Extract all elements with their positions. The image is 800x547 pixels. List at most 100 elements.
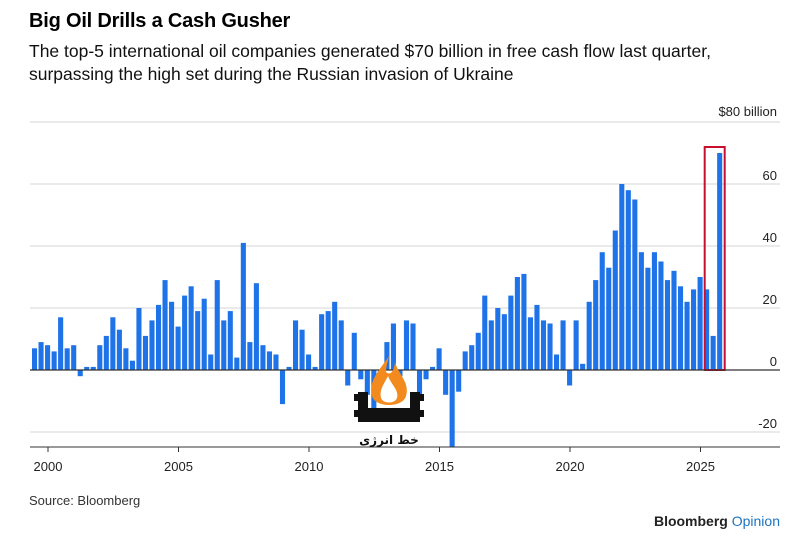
bar — [599, 252, 605, 370]
bar — [32, 348, 38, 370]
bar — [136, 308, 142, 370]
bar — [299, 329, 305, 370]
bar — [717, 153, 723, 370]
bar — [162, 280, 168, 370]
bar — [586, 301, 592, 370]
x-axis — [30, 369, 780, 452]
bar — [580, 363, 586, 370]
bar — [521, 273, 527, 370]
bar — [554, 354, 560, 370]
bar — [103, 335, 109, 370]
bar — [658, 261, 664, 370]
bar — [443, 370, 449, 395]
bar — [697, 277, 703, 370]
bar — [64, 348, 70, 370]
bar — [671, 270, 677, 370]
watermark-logo: خط انرژی — [350, 352, 428, 453]
bar — [364, 370, 370, 395]
bar — [266, 351, 272, 370]
bar — [469, 345, 475, 370]
bar — [221, 320, 227, 370]
bar — [169, 301, 175, 370]
bar — [651, 252, 657, 370]
bar — [84, 366, 90, 370]
bar — [410, 323, 416, 370]
x-tick-label: 2015 — [425, 459, 454, 474]
bar — [129, 360, 135, 370]
bar — [332, 301, 338, 370]
bar — [358, 370, 364, 380]
bar — [684, 301, 690, 370]
chart-subtitle: The top-5 international oil companies ge… — [29, 41, 711, 84]
brand-logo: Bloomberg Opinion — [654, 513, 780, 529]
bar — [416, 370, 423, 401]
source-note: Source: Bloomberg — [29, 493, 141, 508]
bar — [351, 332, 357, 370]
y-tick-label: $80 billion — [718, 104, 777, 119]
bar — [547, 323, 553, 370]
bar — [677, 286, 684, 370]
bar — [234, 357, 240, 370]
bar — [45, 345, 51, 370]
bar — [110, 317, 116, 370]
bar — [175, 326, 181, 370]
x-tick-label: 2005 — [164, 459, 193, 474]
bar — [625, 190, 631, 370]
y-tick-label: -20 — [758, 416, 777, 431]
bar — [606, 267, 612, 370]
bar — [390, 323, 396, 370]
bar — [345, 370, 351, 386]
bar — [508, 295, 514, 370]
bar — [540, 320, 547, 370]
bar — [260, 345, 266, 370]
bar — [645, 267, 651, 370]
bar — [253, 283, 259, 370]
bar — [273, 354, 279, 370]
x-tick-label: 2025 — [686, 459, 715, 474]
tick-labels: -20 0 20 40 60 $80 billion 2000 2005 2010 2015 202… — [34, 104, 777, 474]
bar — [560, 320, 566, 370]
bar — [188, 286, 194, 370]
bar — [710, 335, 716, 370]
y-tick-label: 0 — [770, 354, 777, 369]
bar — [123, 348, 129, 370]
bar — [293, 320, 299, 370]
bar — [201, 298, 207, 370]
bar — [306, 354, 312, 370]
bar — [691, 289, 697, 370]
bar — [638, 252, 644, 370]
bar — [664, 280, 671, 370]
bar — [488, 320, 494, 370]
bar — [632, 199, 638, 370]
bar-series — [32, 153, 723, 448]
bar — [116, 329, 122, 370]
brand-accent: Opinion — [731, 513, 780, 529]
brand-main: Bloomberg — [653, 513, 728, 529]
bar — [325, 311, 331, 370]
bar — [155, 304, 162, 370]
bar — [319, 314, 325, 370]
bar — [482, 295, 488, 370]
bar — [208, 354, 214, 370]
bar — [286, 366, 292, 370]
bar — [38, 342, 44, 370]
bar — [227, 311, 233, 370]
bar — [593, 280, 599, 370]
bar — [619, 184, 625, 370]
bar — [527, 317, 533, 370]
bar — [573, 320, 579, 370]
y-tick-label: 40 — [763, 230, 777, 245]
bar — [279, 370, 286, 405]
x-tick-label: 2020 — [556, 459, 585, 474]
bar — [142, 335, 149, 370]
x-tick-label: 2010 — [295, 459, 324, 474]
bar — [97, 345, 103, 370]
bar — [247, 342, 253, 370]
bar — [71, 345, 77, 370]
bar — [449, 370, 455, 448]
bar — [90, 366, 96, 370]
bar — [423, 370, 429, 380]
bar — [214, 280, 220, 370]
bar — [534, 304, 540, 370]
